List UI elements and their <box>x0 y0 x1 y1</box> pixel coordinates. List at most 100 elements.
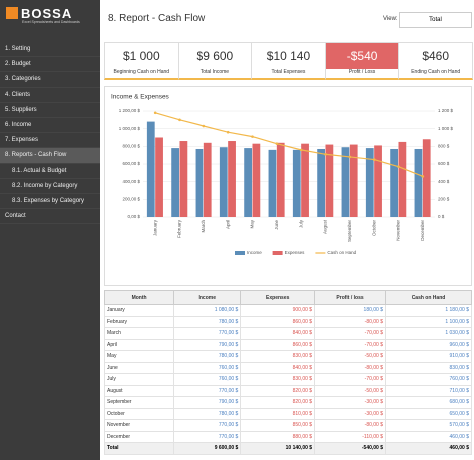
menu-item[interactable]: 6. Income <box>0 118 100 134</box>
table-cell: 770,00 $ <box>173 327 242 340</box>
bar <box>341 147 350 217</box>
line-point <box>202 124 206 128</box>
table-row: June 760,00 $840,00 $ -80,00 $830,00 $ <box>103 361 472 374</box>
x-tick-label: March <box>201 220 206 233</box>
bar <box>390 148 398 217</box>
bar <box>252 143 261 217</box>
bar <box>171 148 179 217</box>
table-cell: 820,00 $ <box>240 396 316 409</box>
menu-item[interactable]: 8.3. Expenses by Category <box>0 194 100 210</box>
table-cell: 1 180,00 $ <box>385 304 472 317</box>
view-select[interactable]: Total <box>399 12 472 28</box>
menu-item[interactable]: 8.2. Income by Category <box>0 179 100 194</box>
menu-item[interactable]: 4. Clients <box>0 88 100 103</box>
bar <box>398 141 407 217</box>
table-cell: 9 600,00 $ <box>173 442 242 455</box>
table-cell: July <box>103 373 175 386</box>
line-point <box>251 135 254 138</box>
bar <box>422 139 431 217</box>
table-cell: 650,00 $ <box>385 407 472 420</box>
table-row: January 1 080,00 $900,00 $180,00 $1 180,0… <box>103 304 472 317</box>
kpi-label: Beginning Cash on Hand <box>113 69 170 75</box>
bar <box>228 141 236 217</box>
line-point <box>397 165 400 168</box>
table-cell: 860,00 $ <box>240 315 316 328</box>
table-cell: 460,00 $ <box>385 430 472 443</box>
table-cell: 860,00 $ <box>240 338 316 351</box>
column-header: Income <box>173 290 242 305</box>
table-cell: -80,00 $ <box>314 315 387 328</box>
bar <box>301 143 309 217</box>
table-header: Month Income Expenses Profit / loss Cash on … <box>103 290 472 305</box>
table-row: November 770,00 $850,00 $ -80,00 $570,00 $ <box>103 419 472 432</box>
bar <box>349 144 358 217</box>
table-cell: 790,00 $ <box>173 396 242 409</box>
table-cell: 770,00 $ <box>173 419 242 432</box>
total-row: Total 9 600,00 $10 140,00 $ -540,00 $460,0… <box>103 442 472 455</box>
kpi-row: $1 000 Beginning Cash on Hand $9 600 Total … <box>104 42 473 80</box>
menu-item[interactable]: Contact <box>0 209 100 225</box>
x-tick-label: May <box>250 219 255 228</box>
x-tick-label: April <box>225 220 230 229</box>
kpi-card: $460 Ending Cash on Hand <box>398 42 473 80</box>
table-cell: 770,00 $ <box>173 384 242 397</box>
kpi-card: $9 600 Total Income <box>177 42 253 80</box>
table-cell: -30,00 $ <box>314 396 387 409</box>
kpi-value: -$540 <box>325 43 399 69</box>
bar <box>268 149 277 217</box>
legend-swatch <box>272 251 283 255</box>
table-cell: -110,00 $ <box>314 430 387 443</box>
menu-item[interactable]: 5. Suppliers <box>0 103 100 118</box>
table-cell: -540,00 $ <box>314 442 387 455</box>
logo: BOSSA <box>6 6 72 21</box>
menu-item[interactable]: 1. Setting <box>0 42 100 58</box>
table-cell: 1 100,00 $ <box>385 315 472 328</box>
legend-label: Cash on Hand <box>327 250 356 255</box>
kpi-label: Ending Cash on Hand <box>411 69 461 75</box>
bar <box>179 141 188 217</box>
legend-label: Expenses <box>285 250 306 255</box>
kpi-card: $1 000 Beginning Cash on Hand <box>104 42 179 80</box>
bar <box>219 147 228 217</box>
table-cell: 840,00 $ <box>240 361 316 374</box>
x-tick-label: October <box>371 220 376 237</box>
kpi-value: $460 <box>422 49 450 63</box>
column-header: Month <box>103 290 175 305</box>
column-header: Cash on Hand <box>385 290 472 305</box>
menu-item[interactable]: 8. Reports - Cash Flow <box>0 148 100 164</box>
table-cell: September <box>103 396 175 409</box>
kpi-card: -$540 Profit / Loss <box>324 42 400 80</box>
table-cell: 680,00 $ <box>385 396 472 409</box>
cash-flow-table: Month Income Expenses Profit / loss Cash on … <box>103 290 472 455</box>
line-point <box>153 111 157 115</box>
logo-text: BOSSA <box>21 6 73 21</box>
bar <box>325 144 334 217</box>
menu-item[interactable]: 7. Expenses <box>0 133 100 149</box>
x-tick-label: June <box>274 220 279 230</box>
y-tick-label: 800,00 $ <box>122 144 140 149</box>
table-cell: December <box>103 430 175 443</box>
table-cell: 830,00 $ <box>240 350 316 363</box>
table-cell: 760,00 $ <box>173 373 242 386</box>
table-cell: 780,00 $ <box>173 407 242 420</box>
y2-tick-label: 400 $ <box>438 179 450 184</box>
y2-tick-label: 1 200 $ <box>438 108 454 113</box>
line-point <box>324 152 327 156</box>
y-tick-label: 400,00 $ <box>122 179 140 184</box>
column-header: Expenses <box>240 290 316 305</box>
table-cell: 180,00 $ <box>314 304 387 317</box>
kpi-value: $1 000 <box>122 49 160 63</box>
x-tick-label: July <box>298 219 303 228</box>
table-row: May 780,00 $830,00 $ -50,00 $910,00 $ <box>103 350 472 363</box>
table-cell: October <box>103 407 175 420</box>
menu-item[interactable]: 2. Budget <box>0 57 100 73</box>
menu-item[interactable]: 3. Categories <box>0 72 100 88</box>
table-cell: -80,00 $ <box>314 419 387 432</box>
table-cell: 880,00 $ <box>240 430 316 443</box>
table-cell: -50,00 $ <box>314 384 387 397</box>
table-row: March 770,00 $840,00 $ -70,00 $1 030,00 $ <box>103 327 472 340</box>
bar <box>146 121 155 217</box>
y2-tick-label: 800 $ <box>438 144 450 149</box>
menu-item[interactable]: 8.1. Actual & Budget <box>0 164 100 179</box>
y2-tick-label: 1 000 $ <box>438 126 454 131</box>
